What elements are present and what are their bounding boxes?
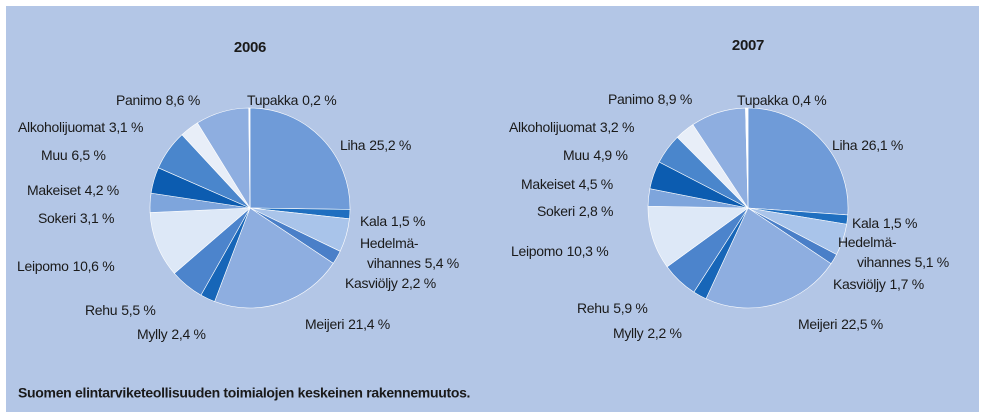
slice-label: Tupakka 0,4 % bbox=[737, 92, 826, 108]
slice-label-category: Sokeri bbox=[537, 203, 575, 219]
chart-title: 2007 bbox=[732, 37, 764, 54]
slice-label-category: Hedelmä-vihannes bbox=[360, 235, 421, 271]
slice-label-value: 0,2 % bbox=[302, 92, 336, 108]
slice-label: Sokeri 2,8 % bbox=[537, 203, 613, 219]
slice-label-value: 8,9 % bbox=[658, 91, 692, 107]
slice-label-category: Leipomo bbox=[17, 258, 69, 274]
slice-label-value: 10,6 % bbox=[73, 258, 115, 274]
slice-label-category: Liha bbox=[340, 137, 366, 153]
slice-label: Rehu 5,9 % bbox=[577, 300, 648, 316]
slice-label-category: Makeiset bbox=[521, 176, 575, 192]
slice-label-category-line: vihannes bbox=[857, 254, 911, 270]
slice-label-value: 1,5 % bbox=[883, 215, 917, 231]
slice-label-value: 4,5 % bbox=[579, 176, 613, 192]
slice-label-category: Liha bbox=[832, 137, 858, 153]
slice-label-value: 5,9 % bbox=[613, 300, 647, 316]
slice-label-category: Makeiset bbox=[27, 182, 81, 198]
slice-label-category: Sokeri bbox=[38, 210, 76, 226]
slice-label-value: 21,4 % bbox=[348, 316, 390, 332]
slice-label-category: Kasviöljy bbox=[833, 276, 886, 292]
slice-label: Leipomo 10,6 % bbox=[17, 258, 114, 274]
caption: Suomen elintarviketeollisuuden toimialoj… bbox=[18, 385, 470, 401]
slice-label: Meijeri 22,5 % bbox=[798, 316, 883, 332]
slice-label-value: 2,2 % bbox=[402, 275, 436, 291]
slice-label: Sokeri 3,1 % bbox=[38, 210, 114, 226]
slice-label-category: Tupakka bbox=[737, 92, 789, 108]
slice-label: Alkoholijuomat 3,2 % bbox=[509, 119, 634, 135]
slice-label-category: Rehu bbox=[577, 300, 609, 316]
slice-label: Hedelmä-vihannes 5,1 % bbox=[838, 234, 949, 270]
slice-label: Leipomo 10,3 % bbox=[511, 243, 608, 259]
slice-label-category: Meijeri bbox=[798, 316, 837, 332]
slice-label: Rehu 5,5 % bbox=[85, 302, 156, 318]
slice-label-value: 2,2 % bbox=[647, 325, 681, 341]
slice-label-value: 4,9 % bbox=[593, 147, 627, 163]
slice-label-value: 0,4 % bbox=[792, 92, 826, 108]
slice-label-value: 8,6 % bbox=[166, 92, 200, 108]
slice-label-value: 3,1 % bbox=[109, 119, 143, 135]
slice-label-category: Muu bbox=[563, 147, 589, 163]
pie-slice bbox=[248, 107, 251, 209]
slice-label-category: Mylly bbox=[613, 325, 644, 341]
slice-label-category: Meijeri bbox=[305, 316, 344, 332]
slice-label-category-line: vihannes bbox=[367, 255, 421, 271]
slice-label-value: 1,7 % bbox=[890, 276, 924, 292]
slice-label: Kala 1,5 % bbox=[360, 213, 425, 229]
slice-label-category-line: Hedelmä- bbox=[838, 234, 897, 250]
slice-label-value: 2,8 % bbox=[579, 203, 613, 219]
slice-label-value: 2,4 % bbox=[171, 326, 205, 342]
slice-label-category: Muu bbox=[41, 147, 67, 163]
slice-label: Kala 1,5 % bbox=[852, 215, 917, 231]
pie-slice bbox=[214, 207, 334, 309]
slice-label-value: 5,1 % bbox=[915, 254, 949, 270]
slice-label-value: 10,3 % bbox=[567, 243, 609, 259]
pie-slice bbox=[249, 107, 351, 210]
slice-label-value: 3,2 % bbox=[600, 119, 634, 135]
slice-label: Alkoholijuomat 3,1 % bbox=[18, 119, 143, 135]
slice-label-category: Panimo bbox=[116, 92, 162, 108]
slice-label-category: Panimo bbox=[608, 91, 654, 107]
slice-label-category: Hedelmä-vihannes bbox=[838, 234, 911, 270]
slice-label: Liha 25,2 % bbox=[340, 137, 411, 153]
pie-slice bbox=[745, 107, 749, 209]
slice-label-category: Kala bbox=[852, 215, 879, 231]
slice-label-value: 26,1 % bbox=[861, 137, 903, 153]
slice-label-category: Rehu bbox=[85, 302, 117, 318]
pie-slice bbox=[747, 107, 849, 216]
slice-label-value: 6,5 % bbox=[71, 147, 105, 163]
slice-label: Kasviöljy 1,7 % bbox=[833, 276, 924, 292]
slice-label-value: 3,1 % bbox=[80, 210, 114, 226]
pie-slice bbox=[149, 207, 251, 274]
slice-label: Kasviöljy 2,2 % bbox=[345, 275, 436, 291]
slice-label: Mylly 2,2 % bbox=[613, 325, 682, 341]
slice-label-value: 25,2 % bbox=[369, 137, 411, 153]
slice-label-value: 5,5 % bbox=[121, 302, 155, 318]
slice-label-category: Kasviöljy bbox=[345, 275, 398, 291]
slice-label-category-line: Hedelmä- bbox=[360, 235, 419, 251]
slice-label-category: Mylly bbox=[137, 326, 168, 342]
slice-label-category: Alkoholijuomat bbox=[18, 119, 105, 135]
slice-label: Hedelmä-vihannes 5,4 % bbox=[360, 235, 459, 271]
slice-label: Meijeri 21,4 % bbox=[305, 316, 390, 332]
slice-label-category: Alkoholijuomat bbox=[509, 119, 596, 135]
slice-label-value: 1,5 % bbox=[391, 213, 425, 229]
slice-label: Tupakka 0,2 % bbox=[247, 92, 336, 108]
slice-label: Panimo 8,9 % bbox=[608, 91, 692, 107]
slice-label: Mylly 2,4 % bbox=[137, 326, 206, 342]
slice-label: Liha 26,1 % bbox=[832, 137, 903, 153]
chart-title: 2006 bbox=[234, 39, 266, 56]
slice-label: Makeiset 4,2 % bbox=[27, 182, 119, 198]
slice-label-category: Tupakka bbox=[247, 92, 299, 108]
slice-label-category: Leipomo bbox=[511, 243, 563, 259]
slice-label-value: 22,5 % bbox=[841, 316, 883, 332]
slice-label: Panimo 8,6 % bbox=[116, 92, 200, 108]
slice-label: Muu 6,5 % bbox=[41, 147, 106, 163]
slice-label-value: 5,4 % bbox=[425, 255, 459, 271]
slice-label-value: 4,2 % bbox=[85, 182, 119, 198]
slice-label: Makeiset 4,5 % bbox=[521, 176, 613, 192]
slice-label-category: Kala bbox=[360, 213, 387, 229]
slice-label: Muu 4,9 % bbox=[563, 147, 628, 163]
pie-slice bbox=[705, 207, 832, 309]
